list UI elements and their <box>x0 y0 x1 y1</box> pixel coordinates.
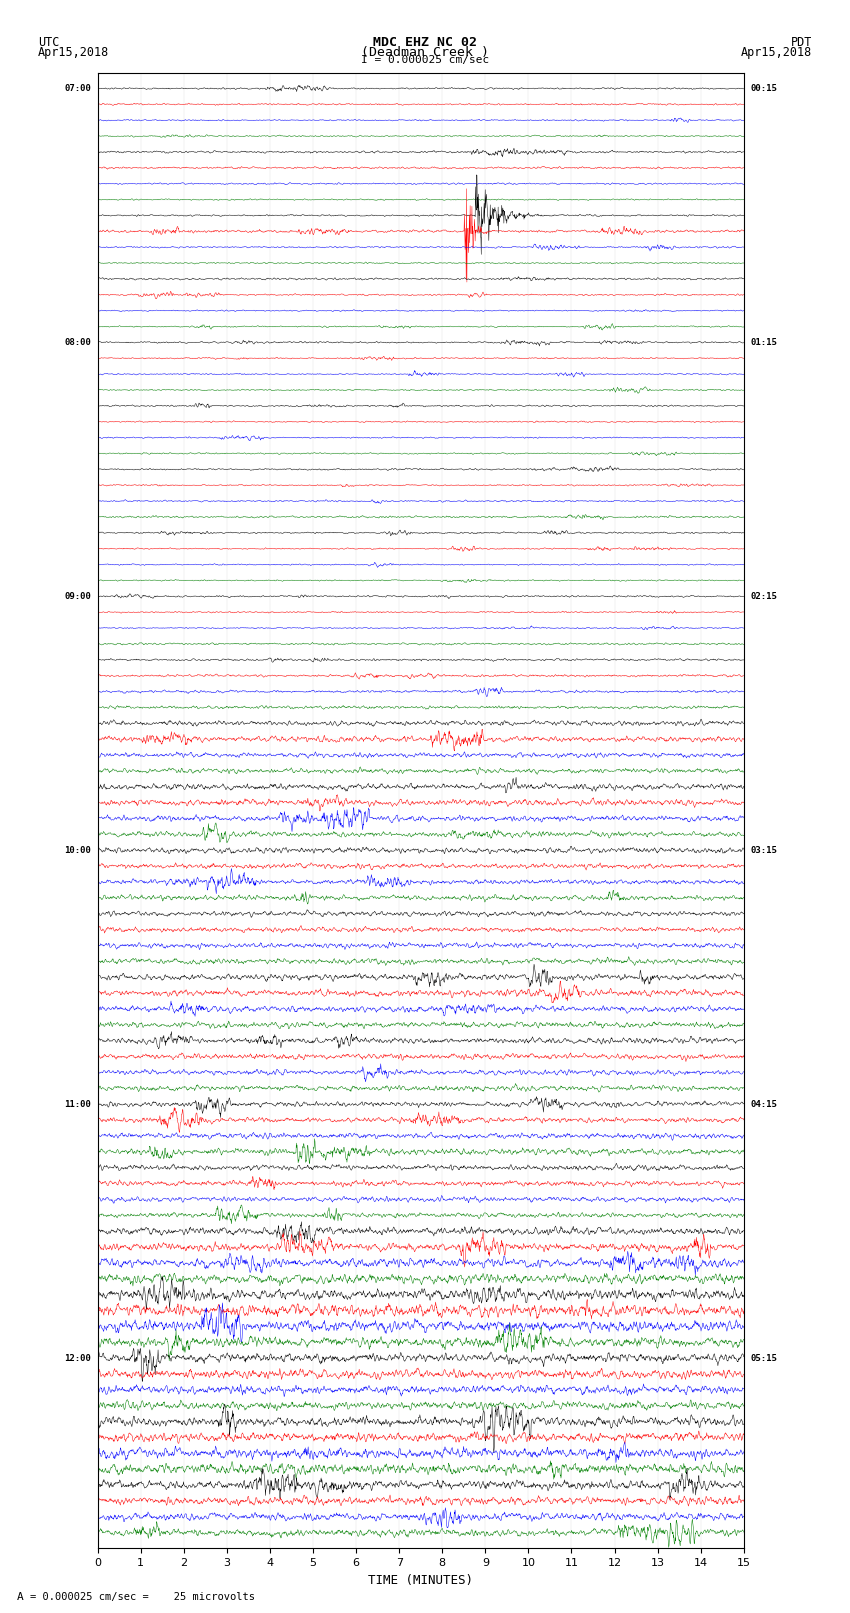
Text: 09:00: 09:00 <box>65 592 91 600</box>
Text: 00:15: 00:15 <box>751 84 777 94</box>
Text: I = 0.000025 cm/sec: I = 0.000025 cm/sec <box>361 55 489 65</box>
Text: = 0.000025 cm/sec =    25 microvolts: = 0.000025 cm/sec = 25 microvolts <box>30 1592 255 1602</box>
Text: 02:15: 02:15 <box>751 592 777 600</box>
Text: 11:00: 11:00 <box>65 1100 91 1108</box>
Text: 03:15: 03:15 <box>751 845 777 855</box>
Text: A: A <box>17 1592 24 1602</box>
Text: 05:15: 05:15 <box>751 1353 777 1363</box>
Text: (Deadman Creek ): (Deadman Creek ) <box>361 45 489 60</box>
Text: 04:15: 04:15 <box>751 1100 777 1108</box>
Text: 08:00: 08:00 <box>65 337 91 347</box>
Text: 01:15: 01:15 <box>751 337 777 347</box>
Text: 07:00: 07:00 <box>65 84 91 94</box>
Text: UTC: UTC <box>38 37 60 50</box>
X-axis label: TIME (MINUTES): TIME (MINUTES) <box>368 1574 473 1587</box>
Text: MDC EHZ NC 02: MDC EHZ NC 02 <box>373 37 477 50</box>
Text: 10:00: 10:00 <box>65 845 91 855</box>
Text: Apr15,2018: Apr15,2018 <box>740 45 812 60</box>
Text: 12:00: 12:00 <box>65 1353 91 1363</box>
Text: Apr15,2018: Apr15,2018 <box>38 45 110 60</box>
Text: PDT: PDT <box>790 37 812 50</box>
